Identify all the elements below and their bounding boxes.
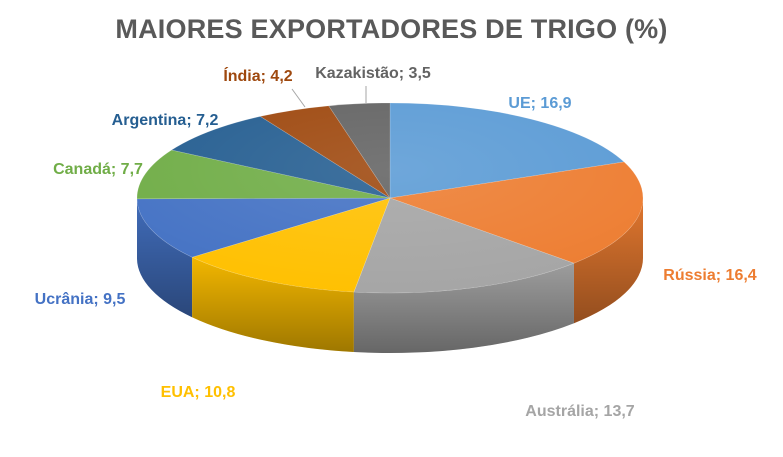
data-label-canadá: Canadá; 7,7 [53,161,143,178]
data-label-ue: UE; 16,9 [508,95,571,112]
data-label-ucrânia: Ucrânia; 9,5 [35,291,126,308]
data-label-eua: EUA; 10,8 [161,384,236,401]
data-label-kazakistão: Kazakistão; 3,5 [315,65,431,82]
data-label-rússia: Rússia; 16,4 [663,267,756,284]
data-label-índia: Índia; 4,2 [223,66,292,85]
data-label-argentina: Argentina; 7,2 [112,112,219,129]
leader-line-índia [291,88,306,108]
chart-title: MAIORES EXPORTADORES DE TRIGO (%) [115,14,668,44]
data-label-austrália: Austrália; 13,7 [525,403,634,420]
